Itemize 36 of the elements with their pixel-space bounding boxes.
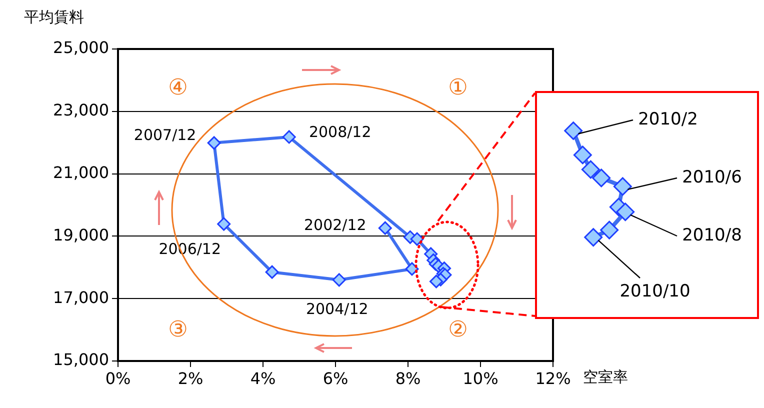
- x-tick-label: 8%: [395, 368, 421, 388]
- annotation: ④: [168, 76, 188, 101]
- point: [265, 265, 279, 279]
- y-tick-label: 15,000: [53, 350, 109, 370]
- x-tick-label: 6%: [322, 368, 348, 388]
- x-tick-label: 12%: [535, 368, 571, 388]
- x-tick-label: 4%: [250, 368, 276, 388]
- annotation: 2002/12: [304, 216, 366, 234]
- text: 2010/6: [682, 168, 742, 188]
- annotation: ②: [448, 318, 468, 343]
- text: 2010/10: [620, 282, 690, 302]
- x-tick-label: 2%: [178, 368, 204, 388]
- y-tick-label: 21,000: [53, 162, 109, 182]
- point: [282, 130, 296, 144]
- annotation: ①: [448, 76, 468, 101]
- annotation: 2004/12: [306, 300, 368, 318]
- x-axis-title: 空室率: [583, 368, 628, 386]
- x-tick-label: 10%: [462, 368, 498, 388]
- text: 2010/8: [682, 226, 742, 246]
- y-tick-label: 17,000: [53, 288, 109, 307]
- text: 2010/2: [638, 110, 698, 130]
- point: [332, 273, 346, 287]
- point: [430, 274, 444, 288]
- point: [410, 232, 424, 246]
- annotation: 2008/12: [308, 122, 372, 141]
- y-tick-label: 23,000: [53, 100, 109, 120]
- annotation: ③: [168, 318, 188, 343]
- x-tick-label: 0%: [105, 368, 131, 388]
- point: [217, 217, 231, 231]
- y-tick-label: 19,000: [53, 225, 109, 244]
- y-tick-label: 25,000: [53, 38, 109, 58]
- y-axis-title: 平均賃料: [24, 8, 84, 26]
- point: [207, 136, 221, 150]
- point: [405, 262, 419, 276]
- annotation: 2007/12: [134, 126, 196, 144]
- point: [378, 221, 392, 235]
